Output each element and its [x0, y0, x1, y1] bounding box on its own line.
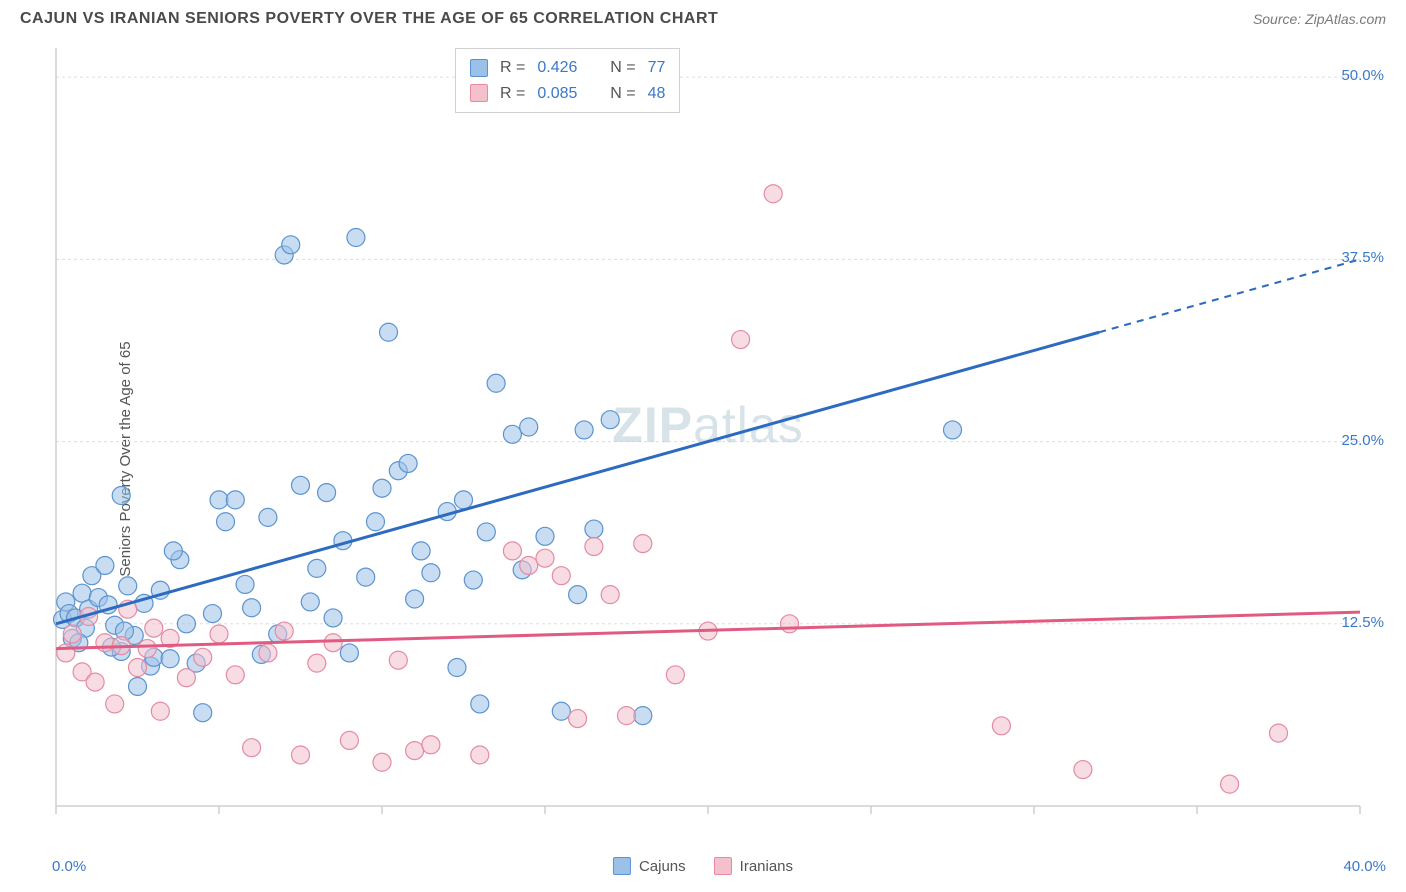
r-label: R =	[500, 81, 525, 107]
swatch-cajuns	[470, 59, 488, 77]
y-tick-label: 12.5%	[1341, 614, 1384, 631]
x-axis-min-label: 0.0%	[52, 858, 86, 875]
swatch-iranians	[470, 84, 488, 102]
legend-row-iranians: R = 0.085 N = 48	[470, 81, 665, 107]
swatch-cajuns	[613, 857, 631, 875]
x-axis-max-label: 40.0%	[1343, 858, 1386, 875]
y-tick-label: 37.5%	[1341, 249, 1384, 266]
n-value: 48	[648, 81, 666, 107]
legend-item-cajuns: Cajuns	[613, 857, 686, 875]
series-legend: Cajuns Iranians	[613, 857, 793, 875]
legend-item-iranians: Iranians	[714, 857, 793, 875]
chart-area: Seniors Poverty Over the Age of 65 ZIPat…	[0, 36, 1406, 881]
n-label: N =	[610, 81, 635, 107]
r-value: 0.426	[537, 55, 577, 81]
scatter-plot: ZIPatlas	[50, 36, 1386, 836]
r-value: 0.085	[537, 81, 577, 107]
legend-row-cajuns: R = 0.426 N = 77	[470, 55, 665, 81]
correlation-legend: R = 0.426 N = 77 R = 0.085 N = 48	[455, 48, 680, 113]
n-label: N =	[610, 55, 635, 81]
r-label: R =	[500, 55, 525, 81]
swatch-iranians	[714, 857, 732, 875]
chart-source: Source: ZipAtlas.com	[1253, 11, 1386, 27]
legend-label: Iranians	[740, 858, 793, 875]
n-value: 77	[648, 55, 666, 81]
y-tick-label: 25.0%	[1341, 432, 1384, 449]
svg-text:ZIPatlas: ZIPatlas	[612, 397, 803, 453]
chart-title: CAJUN VS IRANIAN SENIORS POVERTY OVER TH…	[20, 10, 718, 28]
y-tick-label: 50.0%	[1341, 67, 1384, 84]
legend-label: Cajuns	[639, 858, 686, 875]
chart-header: CAJUN VS IRANIAN SENIORS POVERTY OVER TH…	[0, 0, 1406, 36]
